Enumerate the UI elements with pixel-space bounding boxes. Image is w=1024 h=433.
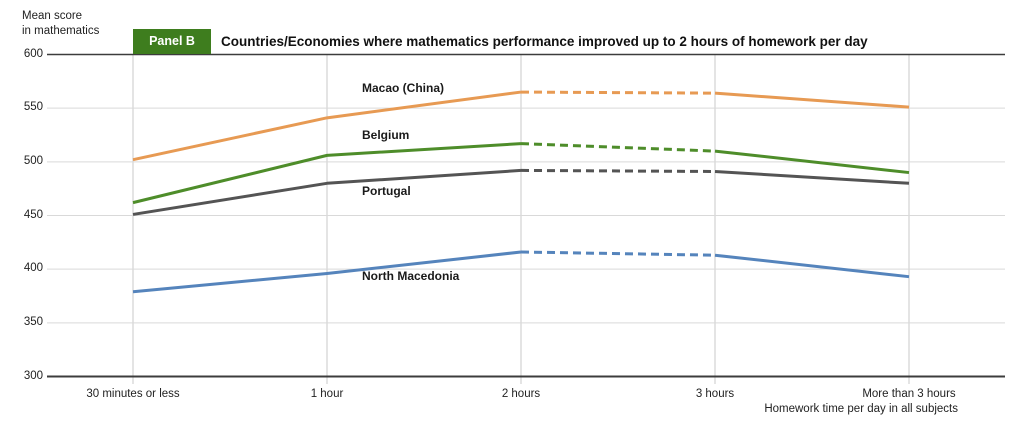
series-label-north-macedonia: North Macedonia [362, 269, 460, 283]
y-tick-label-600: 600 [23, 47, 43, 60]
y-tick-label-550: 550 [23, 101, 43, 114]
y-axis-title-line1: Mean score [22, 10, 83, 22]
y-axis-title-line2: in mathematics [22, 25, 100, 37]
x-axis-title: Homework time per day in all subjects [764, 403, 958, 415]
series-line-north-macedonia-dashed [520, 250, 716, 257]
series-line-north-macedonia-solid-right [714, 253, 910, 279]
x-tick-label-2-hours: 2 hours [501, 388, 541, 400]
series-line-belgium-solid-left [132, 142, 522, 205]
y-tick-label-400: 400 [23, 262, 43, 275]
series-line-macao-china-solid-right [714, 91, 910, 109]
panel-badge: Panel B [133, 29, 211, 54]
x-tick-label-30-minutes-or-less: 30 minutes or less [86, 388, 180, 400]
x-tick-label-1-hour: 1 hour [310, 388, 344, 400]
y-tick-label-500: 500 [23, 154, 43, 167]
x-tick-label-more-than-3-hours: More than 3 hours [862, 388, 956, 400]
series-line-portugal-solid-right [714, 169, 910, 185]
y-tick-label-350: 350 [23, 315, 43, 328]
y-axis-title: Mean score in mathematics [22, 9, 99, 39]
series-line-belgium-dashed [520, 142, 716, 153]
series-line-macao-china-dashed [520, 90, 716, 95]
series-label-belgium: Belgium [362, 128, 410, 142]
series-label-portugal: Portugal [362, 184, 411, 198]
y-tick-label-450: 450 [23, 208, 43, 221]
series-label-macao-china: Macao (China) [362, 81, 445, 95]
chart-title: Countries/Economies where mathematics pe… [221, 34, 868, 49]
y-tick-label-300: 300 [23, 369, 43, 382]
series-line-belgium-solid-right [714, 149, 910, 175]
series-line-portugal-dashed [520, 168, 716, 173]
x-tick-label-3-hours: 3 hours [695, 388, 735, 400]
series-line-north-macedonia-solid-left [132, 250, 522, 294]
series-line-macao-china-solid-left [132, 90, 522, 162]
series-line-portugal-solid-left [132, 168, 522, 216]
